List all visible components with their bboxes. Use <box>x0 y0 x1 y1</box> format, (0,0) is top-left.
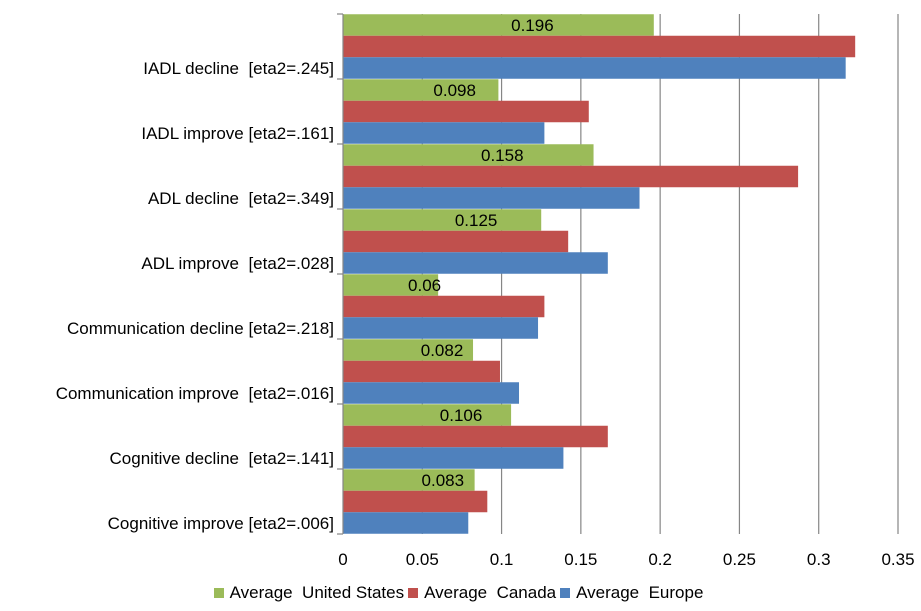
legend-swatch <box>560 588 571 598</box>
bar <box>343 425 608 448</box>
bar <box>343 469 475 491</box>
legend-item: Average Europe <box>560 583 703 603</box>
x-tick-label: 0.35 <box>881 550 914 569</box>
bars <box>343 14 856 534</box>
category-label: ADL improve [eta2=.028] <box>141 254 334 273</box>
bar <box>343 317 539 339</box>
category-label: Cognitive improve [eta2=.006] <box>108 514 334 533</box>
category-label: Communication decline [eta2=.218] <box>67 319 334 338</box>
gridlines <box>421 14 899 534</box>
legend-label: Average United States <box>229 583 405 602</box>
bar <box>343 209 542 231</box>
legend: Average United States Average Canada Avera… <box>0 582 921 604</box>
bar <box>343 57 846 79</box>
x-tick-label: 0.15 <box>564 550 597 569</box>
bar <box>343 382 520 404</box>
legend-label: Average Canada <box>424 583 557 602</box>
bar <box>343 512 469 534</box>
bar <box>343 100 589 123</box>
bar <box>343 230 569 253</box>
x-tick-label: 0.25 <box>723 550 756 569</box>
legend-swatch <box>213 588 224 598</box>
data-label: 0.083 <box>422 471 465 490</box>
bar <box>343 447 564 469</box>
legend-label: Average Europe <box>576 583 704 602</box>
axes <box>337 13 344 535</box>
data-label: 0.158 <box>481 146 524 165</box>
labels: 0 0.05 0.1 0.15 0.2 0.25 0.3 0.35 0.196 IADL decl… <box>56 16 915 569</box>
legend-item: Average United States <box>213 583 405 603</box>
x-tick-label: 0 <box>338 550 347 569</box>
bar <box>343 274 439 296</box>
bar <box>343 339 474 361</box>
legend-item: Average Canada <box>408 583 556 603</box>
bar <box>343 295 545 318</box>
category-label: Communication improve [eta2=.016] <box>56 384 334 403</box>
bar <box>343 144 594 166</box>
data-label: 0.082 <box>421 341 464 360</box>
bar <box>343 122 545 144</box>
x-tick-label: 0.05 <box>406 550 439 569</box>
x-tick-label: 0.1 <box>490 550 514 569</box>
x-tick-label: 0.3 <box>807 550 831 569</box>
bar <box>343 360 500 383</box>
data-label: 0.098 <box>433 81 476 100</box>
bar <box>343 14 654 36</box>
legend-swatch <box>408 588 419 598</box>
bar <box>343 79 499 101</box>
category-label: Cognitive decline [eta2=.141] <box>110 449 334 468</box>
data-label: 0.196 <box>511 16 554 35</box>
bar <box>343 165 799 188</box>
data-label: 0.106 <box>440 406 483 425</box>
bar <box>343 490 488 513</box>
category-label: IADL improve [eta2=.161] <box>141 124 334 143</box>
x-tick-label: 0.2 <box>648 550 672 569</box>
bar <box>343 404 512 426</box>
data-label: 0.06 <box>408 276 441 295</box>
bar <box>343 187 640 209</box>
category-label: IADL decline [eta2=.245] <box>143 59 334 78</box>
category-label: ADL decline [eta2=.349] <box>148 189 334 208</box>
data-label: 0.125 <box>455 211 498 230</box>
bar <box>343 35 856 58</box>
bar <box>343 252 608 274</box>
